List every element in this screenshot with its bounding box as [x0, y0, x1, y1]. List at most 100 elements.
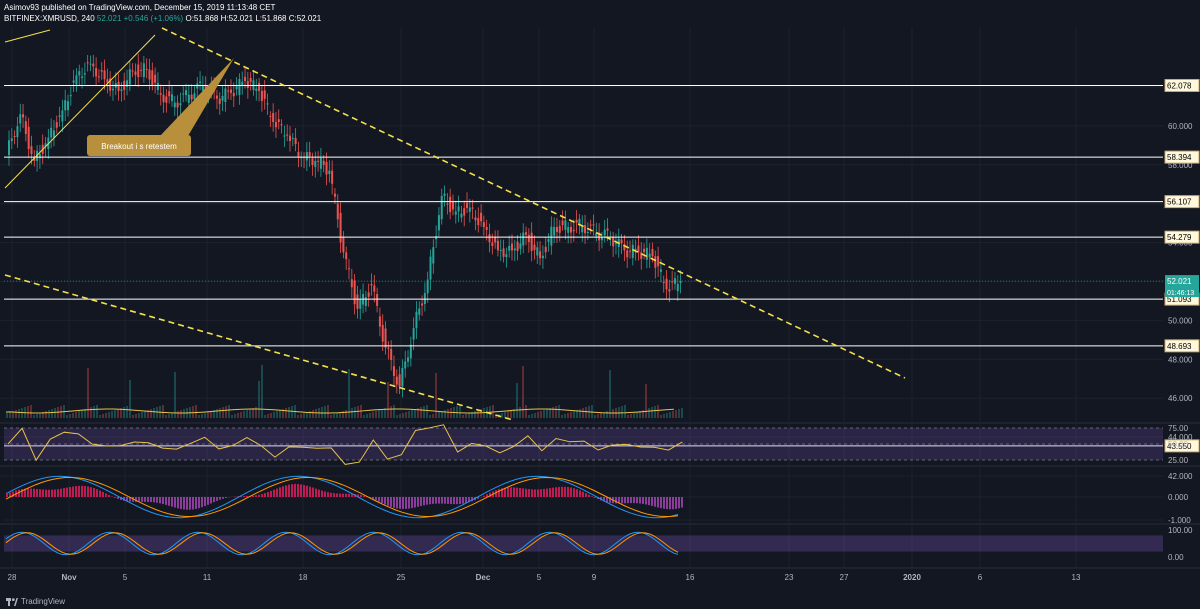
volume-bar	[501, 413, 503, 418]
macd-histogram-bar	[561, 486, 563, 497]
candle-body	[637, 245, 640, 253]
volume-bar	[597, 414, 599, 418]
volume-bar	[603, 412, 605, 418]
candle-body	[120, 89, 123, 91]
candle-body	[651, 248, 654, 257]
candle-body	[502, 248, 505, 257]
macd-histogram-bar	[312, 487, 314, 497]
level-label: 54.279	[1167, 233, 1192, 242]
volume-bar	[297, 415, 299, 418]
volume-bar	[507, 411, 509, 418]
macd-histogram-bar	[66, 487, 68, 497]
macd-histogram-bar	[297, 484, 299, 497]
candle-body	[578, 218, 581, 225]
volume-bar	[333, 414, 335, 418]
volume-bar	[81, 410, 83, 418]
brand-name[interactable]: TradingView	[21, 597, 66, 606]
candle-body	[505, 254, 508, 258]
macd-histogram-bar	[276, 488, 278, 497]
candle-body	[190, 94, 193, 100]
macd-histogram-bar	[180, 497, 182, 510]
candle-body	[89, 63, 92, 65]
macd-axis-label: 0.000	[1168, 493, 1189, 502]
volume-bar	[303, 413, 305, 418]
macd-histogram-bar	[273, 489, 275, 497]
volume-bar	[252, 408, 254, 418]
macd-histogram-bar	[21, 488, 23, 497]
macd-histogram-bar	[357, 494, 359, 497]
candle-body	[432, 247, 435, 264]
macd-histogram-bar	[669, 497, 671, 510]
macd-histogram-bar	[72, 486, 74, 497]
volume-bar	[240, 412, 242, 418]
volume-bar	[279, 410, 281, 418]
macd-histogram-bar	[450, 497, 452, 505]
candle-body	[629, 250, 632, 252]
candle-body	[22, 114, 25, 118]
macd-histogram-bar	[675, 497, 677, 509]
candle-body	[75, 75, 78, 85]
candle-body	[238, 79, 241, 95]
macd-histogram-bar	[390, 497, 392, 507]
volume-bar	[525, 405, 527, 418]
rsi-line	[7, 424, 683, 465]
macd-histogram-bar	[579, 490, 581, 497]
macd-histogram-bar	[465, 497, 467, 504]
candle-body	[356, 294, 359, 309]
candle-body	[572, 229, 575, 232]
candle-body	[24, 121, 27, 135]
volume-bar	[348, 369, 350, 418]
candle-body	[151, 70, 154, 86]
volume-bar	[336, 413, 338, 418]
macd-histogram-bar	[237, 496, 239, 497]
macd-histogram-bar	[501, 488, 503, 497]
macd-histogram-bar	[177, 497, 179, 509]
volume-bar	[78, 411, 80, 418]
candle-body	[159, 93, 162, 95]
macd-histogram-bar	[495, 490, 497, 497]
candle-body	[55, 122, 58, 128]
symbol-name[interactable]: BITFINEX:XMRUSD, 240	[4, 14, 95, 23]
volume-bar	[246, 410, 248, 418]
candle-body	[581, 225, 584, 233]
candle-body	[392, 366, 395, 376]
macd-histogram-bar	[291, 484, 293, 497]
volume-bar	[630, 414, 632, 418]
tradingview-logo-icon	[6, 597, 18, 606]
macd-histogram-bar	[18, 489, 20, 497]
candle-body	[390, 348, 393, 361]
volume-bar	[648, 408, 650, 418]
stoch-band	[4, 535, 1163, 552]
macd-histogram-bar	[540, 489, 542, 497]
candle-body	[140, 69, 143, 71]
volume-bar	[462, 415, 464, 418]
time-axis-label: 6	[978, 573, 983, 582]
candle-body	[215, 95, 218, 99]
macd-histogram-bar	[51, 489, 53, 497]
macd-histogram-bar	[651, 497, 653, 506]
volume-bar	[339, 412, 341, 418]
volume-bar	[132, 415, 134, 418]
volume-bar	[198, 415, 200, 418]
volume-bar	[405, 412, 407, 418]
candle-body	[193, 93, 196, 100]
price-axis-label: 60.000	[1168, 122, 1193, 131]
macd-axis-label: -1.000	[1168, 516, 1191, 525]
last-price-value: 52.021	[96, 14, 122, 23]
candle-body	[519, 243, 522, 249]
candle-body	[95, 67, 98, 77]
macd-histogram-bar	[387, 497, 389, 506]
candle-body	[165, 96, 168, 103]
candle-body	[460, 213, 463, 218]
candle-body	[260, 90, 263, 101]
volume-bar	[174, 372, 176, 418]
candle-body	[555, 227, 558, 233]
level-label: 58.394	[1167, 153, 1192, 162]
volume-bar	[366, 414, 368, 418]
volume-bar	[273, 412, 275, 418]
volume-bar	[465, 414, 467, 418]
time-axis-label: 27	[840, 573, 849, 582]
macd-histogram-bar	[588, 494, 590, 497]
volume-bar	[471, 412, 473, 418]
